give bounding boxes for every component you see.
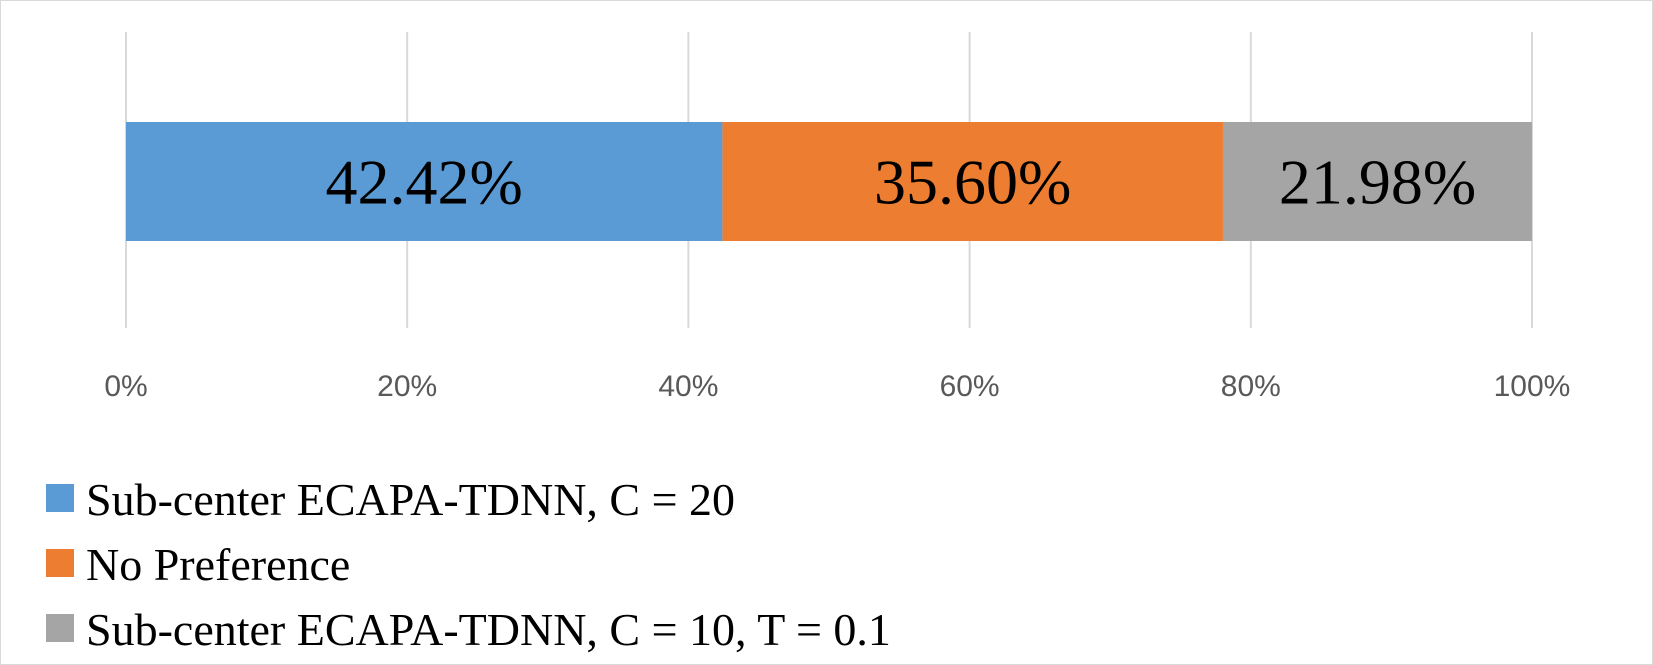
- bar-segment: [126, 122, 723, 241]
- legend: Sub-center ECAPA-TDNN, C = 20 No Preferen…: [46, 474, 891, 655]
- x-tick-label: 100%: [1494, 370, 1571, 403]
- bar-segments: [126, 122, 1532, 241]
- x-tick-label: 20%: [377, 370, 437, 403]
- legend-swatch: [46, 614, 74, 642]
- legend-swatch: [46, 484, 74, 512]
- bar-segment: [1222, 122, 1532, 241]
- x-tick-label: 80%: [1221, 370, 1281, 403]
- x-tick-label: 60%: [940, 370, 1000, 403]
- legend-label: Sub-center ECAPA-TDNN, C = 20: [86, 474, 735, 525]
- legend-swatch: [46, 549, 74, 577]
- x-tick-label: 40%: [658, 370, 718, 403]
- data-label: 42.42%: [326, 147, 523, 218]
- legend-label: Sub-center ECAPA-TDNN, C = 10, T = 0.1: [86, 604, 891, 655]
- x-tick-label: 0%: [104, 370, 147, 403]
- data-labels: 42.42% 35.60% 21.98%: [326, 147, 1477, 218]
- data-label: 21.98%: [1279, 147, 1476, 218]
- bar-segment: [722, 122, 1223, 241]
- data-label: 35.60%: [874, 147, 1071, 218]
- legend-label: No Preference: [86, 539, 350, 590]
- x-axis-tick-labels: 0% 20% 40% 60% 80% 100%: [104, 370, 1570, 403]
